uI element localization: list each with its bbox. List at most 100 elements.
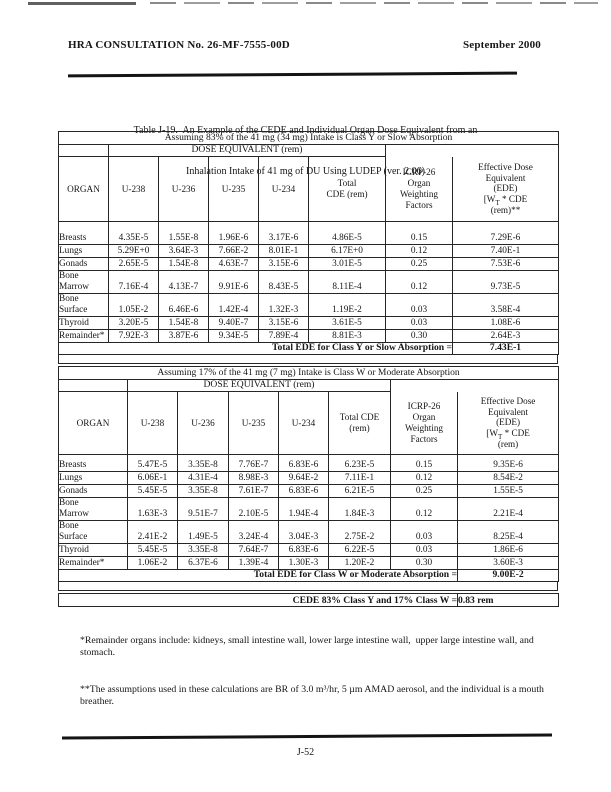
value-cell: 5.45E-5 <box>127 484 178 498</box>
value-cell: 8.11E-4 <box>308 270 386 294</box>
value-cell: 6.21E-5 <box>328 484 391 498</box>
value-cell: 3.15E-6 <box>258 257 309 271</box>
report-date: September 2000 <box>462 39 541 51</box>
value-cell: 9.64E-2 <box>278 471 329 485</box>
value-cell: 7.53E-6 <box>452 257 559 271</box>
value-cell: 7.29E-6 <box>452 221 559 245</box>
organ-cell: Breasts <box>58 221 109 245</box>
column-header: U-234 <box>278 391 329 455</box>
value-cell: 3.01E-5 <box>308 257 386 271</box>
cede-summary-value: 0.83 rem <box>457 593 559 607</box>
value-cell: 4.86E-5 <box>308 221 386 245</box>
column-header: U-234 <box>258 156 309 222</box>
column-header: Total CDE (rem) <box>328 391 391 455</box>
page-number: J-52 <box>296 747 315 758</box>
value-cell: 1.55E-8 <box>158 221 209 245</box>
value-cell: 3.58E-4 <box>452 293 559 317</box>
organ-cell: Remainder* <box>58 556 128 570</box>
value-cell: 4.35E-5 <box>108 221 159 245</box>
column-header: U-235 <box>228 391 279 455</box>
table-j19: Assuming 83% of the 41 mg (34 mg) Intake… <box>57 131 560 733</box>
dose-table-class-y-slow-absorption: Assuming 83% of the 41 mg (34 mg) Intake… <box>58 131 559 355</box>
value-cell: 5.29E+0 <box>108 244 159 258</box>
spacer-row <box>58 355 558 364</box>
footnote-remainder-organs: *Remainder organs include: kidneys, smal… <box>80 634 537 658</box>
value-cell: 7.92E-3 <box>108 329 159 343</box>
value-cell: 3.24E-4 <box>228 520 279 544</box>
column-header: Total CDE (rem) <box>308 156 386 222</box>
dose-equivalent-header: DOSE EQUIVALENT (rem) <box>108 144 386 157</box>
value-cell: 2.21E-4 <box>456 497 560 521</box>
value-cell: 0.30 <box>390 556 458 570</box>
value-cell: 2.41E-2 <box>127 520 178 544</box>
dose-equivalent-header: DOSE EQUIVALENT (rem) <box>127 379 391 392</box>
value-cell: 1.96E-6 <box>208 221 259 245</box>
organ-cell: Bone Marrow <box>58 270 109 294</box>
cede-summary-label: CEDE 83% Class Y and 17% Class W = <box>58 593 458 607</box>
value-cell: 1.84E-3 <box>328 497 391 521</box>
value-cell: 5.45E-5 <box>127 543 178 557</box>
column-header: U-238 <box>108 156 159 222</box>
scan-artifact <box>150 2 598 4</box>
value-cell: 9.73E-5 <box>452 270 559 294</box>
organ-cell: Gonads <box>58 257 109 271</box>
organ-cell: Bone Surface <box>58 520 128 544</box>
column-header: ORGAN <box>58 391 128 455</box>
value-cell: 0.12 <box>390 497 458 521</box>
table-caption: Assuming 83% of the 41 mg (34 mg) Intake… <box>58 131 559 145</box>
value-cell: 0.15 <box>390 454 458 472</box>
value-cell: 4.63E-7 <box>208 257 259 271</box>
value-cell: 1.54E-8 <box>158 257 209 271</box>
value-cell: 6.06E-1 <box>127 471 178 485</box>
value-cell: 2.10E-5 <box>228 497 279 521</box>
value-cell: 1.05E-2 <box>108 293 159 317</box>
column-header: U-235 <box>208 156 259 222</box>
value-cell: 1.32E-3 <box>258 293 309 317</box>
value-cell: 9.34E-5 <box>208 329 259 343</box>
value-cell: 0.12 <box>385 270 453 294</box>
value-cell: 7.66E-2 <box>208 244 259 258</box>
value-cell: 8.01E-1 <box>258 244 309 258</box>
column-header: U-238 <box>127 391 178 455</box>
value-cell: 6.83E-6 <box>278 543 329 557</box>
column-header: ORGAN <box>58 156 109 222</box>
value-cell: 7.16E-4 <box>108 270 159 294</box>
value-cell: 3.35E-8 <box>177 484 229 498</box>
total-ede-value: 9.00E-2 <box>456 569 560 582</box>
value-cell: 1.55E-5 <box>456 484 560 498</box>
value-cell: 3.35E-8 <box>177 543 229 557</box>
value-cell: 0.03 <box>390 520 458 544</box>
table-title-line1: Table J-19. An Example of the CEDE and I… <box>133 125 478 136</box>
value-cell: 3.17E-6 <box>258 221 309 245</box>
column-header: Effective Dose Equivalent (EDE) [WT * CDE (r… <box>452 156 559 222</box>
value-cell: 8.54E-2 <box>456 471 560 485</box>
value-cell: 6.22E-5 <box>328 543 391 557</box>
value-cell: 0.03 <box>390 543 458 557</box>
value-cell: 0.15 <box>385 221 453 245</box>
value-cell: 3.64E-3 <box>158 244 209 258</box>
value-cell: 7.89E-4 <box>258 329 309 343</box>
value-cell: 6.83E-6 <box>278 454 329 472</box>
value-cell: 3.61E-5 <box>308 316 386 330</box>
value-cell: 1.30E-3 <box>278 556 329 570</box>
value-cell: 7.64E-7 <box>228 543 279 557</box>
scan-artifact <box>28 2 136 5</box>
value-cell: 5.47E-5 <box>127 454 178 472</box>
value-cell: 1.19E-2 <box>308 293 386 317</box>
spacer-row <box>58 582 558 591</box>
value-cell: 1.54E-8 <box>158 316 209 330</box>
dose-table-class-w-moderate-absorption: Assuming 17% of the 41 mg (7 mg) Intake … <box>57 366 560 582</box>
organ-cell: Lungs <box>58 471 128 485</box>
organ-cell: Thyroid <box>58 316 109 330</box>
empty-cell <box>58 144 109 157</box>
column-header: U-236 <box>177 391 229 455</box>
value-cell: 7.40E-1 <box>452 244 559 258</box>
value-cell: 3.20E-5 <box>108 316 159 330</box>
value-cell: 3.60E-3 <box>456 556 560 570</box>
footnotes: *Remainder organs include: kidneys, smal… <box>80 610 562 733</box>
organ-cell: Thyroid <box>58 543 128 557</box>
value-cell: 1.63E-3 <box>127 497 178 521</box>
organ-cell: Bone Surface <box>58 293 109 317</box>
total-ede-label: Total EDE for Class Y or Slow Absorption… <box>58 342 453 355</box>
